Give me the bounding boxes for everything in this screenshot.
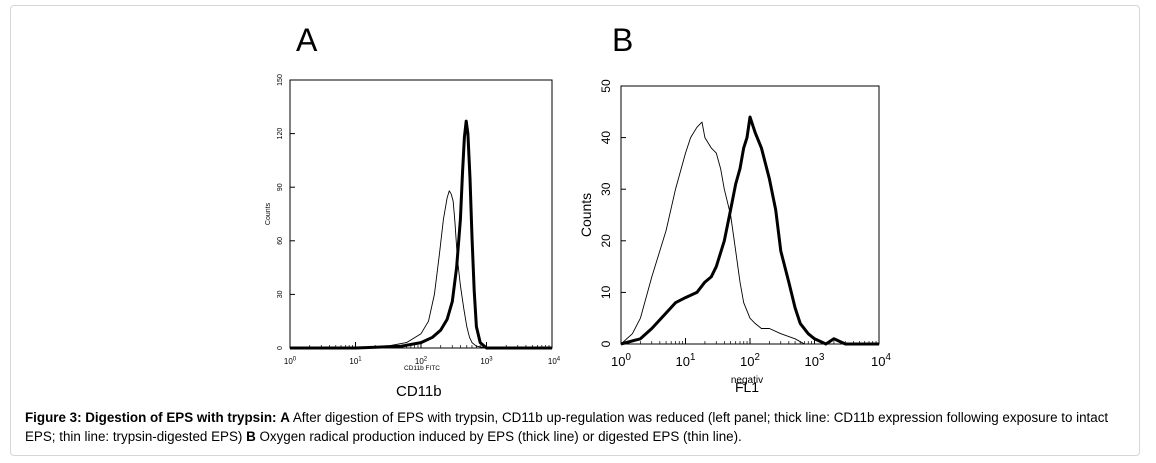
y-tick-label: 20 — [599, 234, 613, 248]
figure-caption: Figure 3: Digestion of EPS with trypsin:… — [25, 408, 1135, 446]
x-tick-label: 101 — [676, 352, 696, 369]
x-tick-label: 104 — [548, 356, 561, 366]
y-tick-label: 150 — [277, 74, 284, 86]
x-tick-label: 100 — [284, 356, 297, 366]
plot-frame — [289, 79, 553, 349]
y-tick-label: 50 — [599, 79, 613, 93]
x-tick-label: 103 — [480, 356, 493, 366]
series-thick-line — [620, 115, 879, 346]
caption-a-label: A — [280, 410, 290, 425]
series-thin-line — [290, 190, 552, 349]
y-axis-label: Counts — [578, 193, 594, 237]
series-thin-line — [620, 121, 879, 345]
x-tick-label: 102 — [740, 352, 760, 369]
x-tick-label: 104 — [871, 352, 891, 369]
caption-figure-label: Figure 3: Digestion of EPS with trypsin: — [25, 410, 277, 425]
chart-a-xlabel: CD11b — [396, 383, 442, 400]
series-thick-line — [290, 119, 552, 350]
figure-frame — [10, 5, 1140, 456]
caption-a-text: After digestion of EPS with trypsin, CD1… — [25, 410, 1109, 444]
y-tick-label: 0 — [599, 340, 613, 347]
y-tick-label: 30 — [599, 182, 613, 196]
x-tick-label: 102 — [415, 356, 428, 366]
x-sub-label: negativ — [731, 375, 763, 386]
y-tick-label: 120 — [277, 128, 284, 140]
chart-a: 100 101 102 103 104 0 30 60 90 120 150 Counts CD11b … — [265, 74, 561, 372]
y-tick-label: 40 — [599, 131, 613, 145]
chart-b: 100 101 102 103 104 0 10 20 30 40 50 Counts negativF… — [578, 79, 892, 392]
x-inner-label: CD11b FITC — [404, 365, 440, 372]
y-tick-label: 60 — [277, 237, 284, 245]
x-tick-label: 100 — [611, 352, 631, 369]
panel-b-letter: B — [612, 22, 634, 58]
caption-b-label: B — [246, 429, 256, 444]
y-tick-label: 0 — [277, 346, 284, 350]
panel-a-letter: A — [296, 22, 318, 58]
x-axis-label: FL1 — [735, 379, 759, 392]
caption-b-text: Oxygen radical production induced by EPS… — [255, 429, 742, 444]
x-tick-label: 101 — [349, 356, 362, 366]
y-tick-label: 10 — [599, 285, 613, 299]
y-axis-label: Counts — [265, 202, 272, 225]
x-tick-label: 103 — [805, 352, 825, 369]
y-tick-label: 30 — [277, 290, 284, 298]
y-tick-label: 90 — [277, 183, 284, 191]
